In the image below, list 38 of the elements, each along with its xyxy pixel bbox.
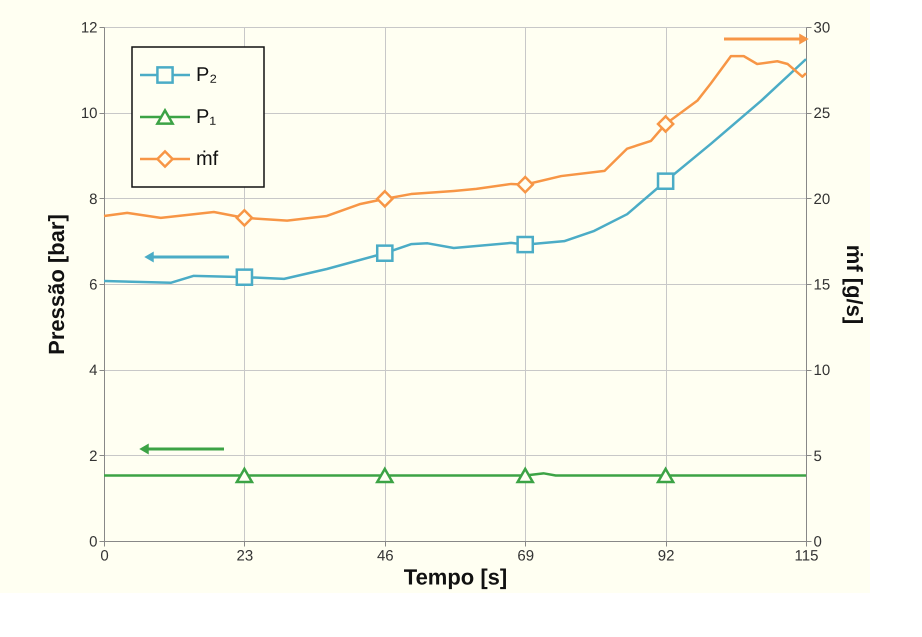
y-tick-label: 10	[80, 105, 98, 122]
x-tick-label: 115	[794, 548, 818, 564]
x-tick-label: 0	[100, 548, 109, 564]
y-axis-title: Pressão [bar]	[44, 214, 69, 355]
point	[656, 115, 674, 133]
point	[656, 172, 674, 190]
legend-label: P₁	[196, 106, 216, 128]
y2-axis-title: ṁf [g/s]	[842, 244, 868, 324]
point	[516, 236, 534, 254]
legend-label: P₂	[196, 64, 218, 86]
point	[236, 268, 254, 286]
x-tick-label: 23	[236, 548, 254, 564]
point	[376, 244, 394, 262]
point	[516, 176, 534, 194]
y-tick-label: 0	[89, 534, 98, 550]
x-tick-label: 69	[517, 548, 534, 564]
x-tick-label: 46	[376, 548, 394, 564]
point	[236, 209, 254, 227]
y2-tick-label: 25	[814, 105, 830, 122]
point	[236, 468, 254, 484]
y-tick-label: 6	[89, 276, 98, 294]
y2-tick-label: 0	[814, 534, 822, 550]
x-tick-label: 92	[658, 548, 674, 564]
x-axis-title: Tempo [s]	[404, 564, 508, 590]
y-tick-label: 8	[89, 190, 98, 208]
point	[376, 468, 394, 484]
y2-tick-label: 10	[814, 362, 830, 380]
y2-tick-label: 15	[814, 276, 830, 294]
point	[656, 468, 674, 484]
y2-tick-label: 30	[814, 20, 830, 36]
legend-label: ṁf	[196, 148, 219, 170]
point	[376, 190, 394, 208]
y-tick-label: 4	[89, 362, 98, 380]
y2-tick-label: 20	[814, 190, 830, 208]
y-tick-label: 12	[80, 20, 98, 36]
y-tick-label: 2	[89, 448, 98, 465]
point	[516, 468, 534, 484]
y2-tick-label: 5	[814, 448, 822, 465]
